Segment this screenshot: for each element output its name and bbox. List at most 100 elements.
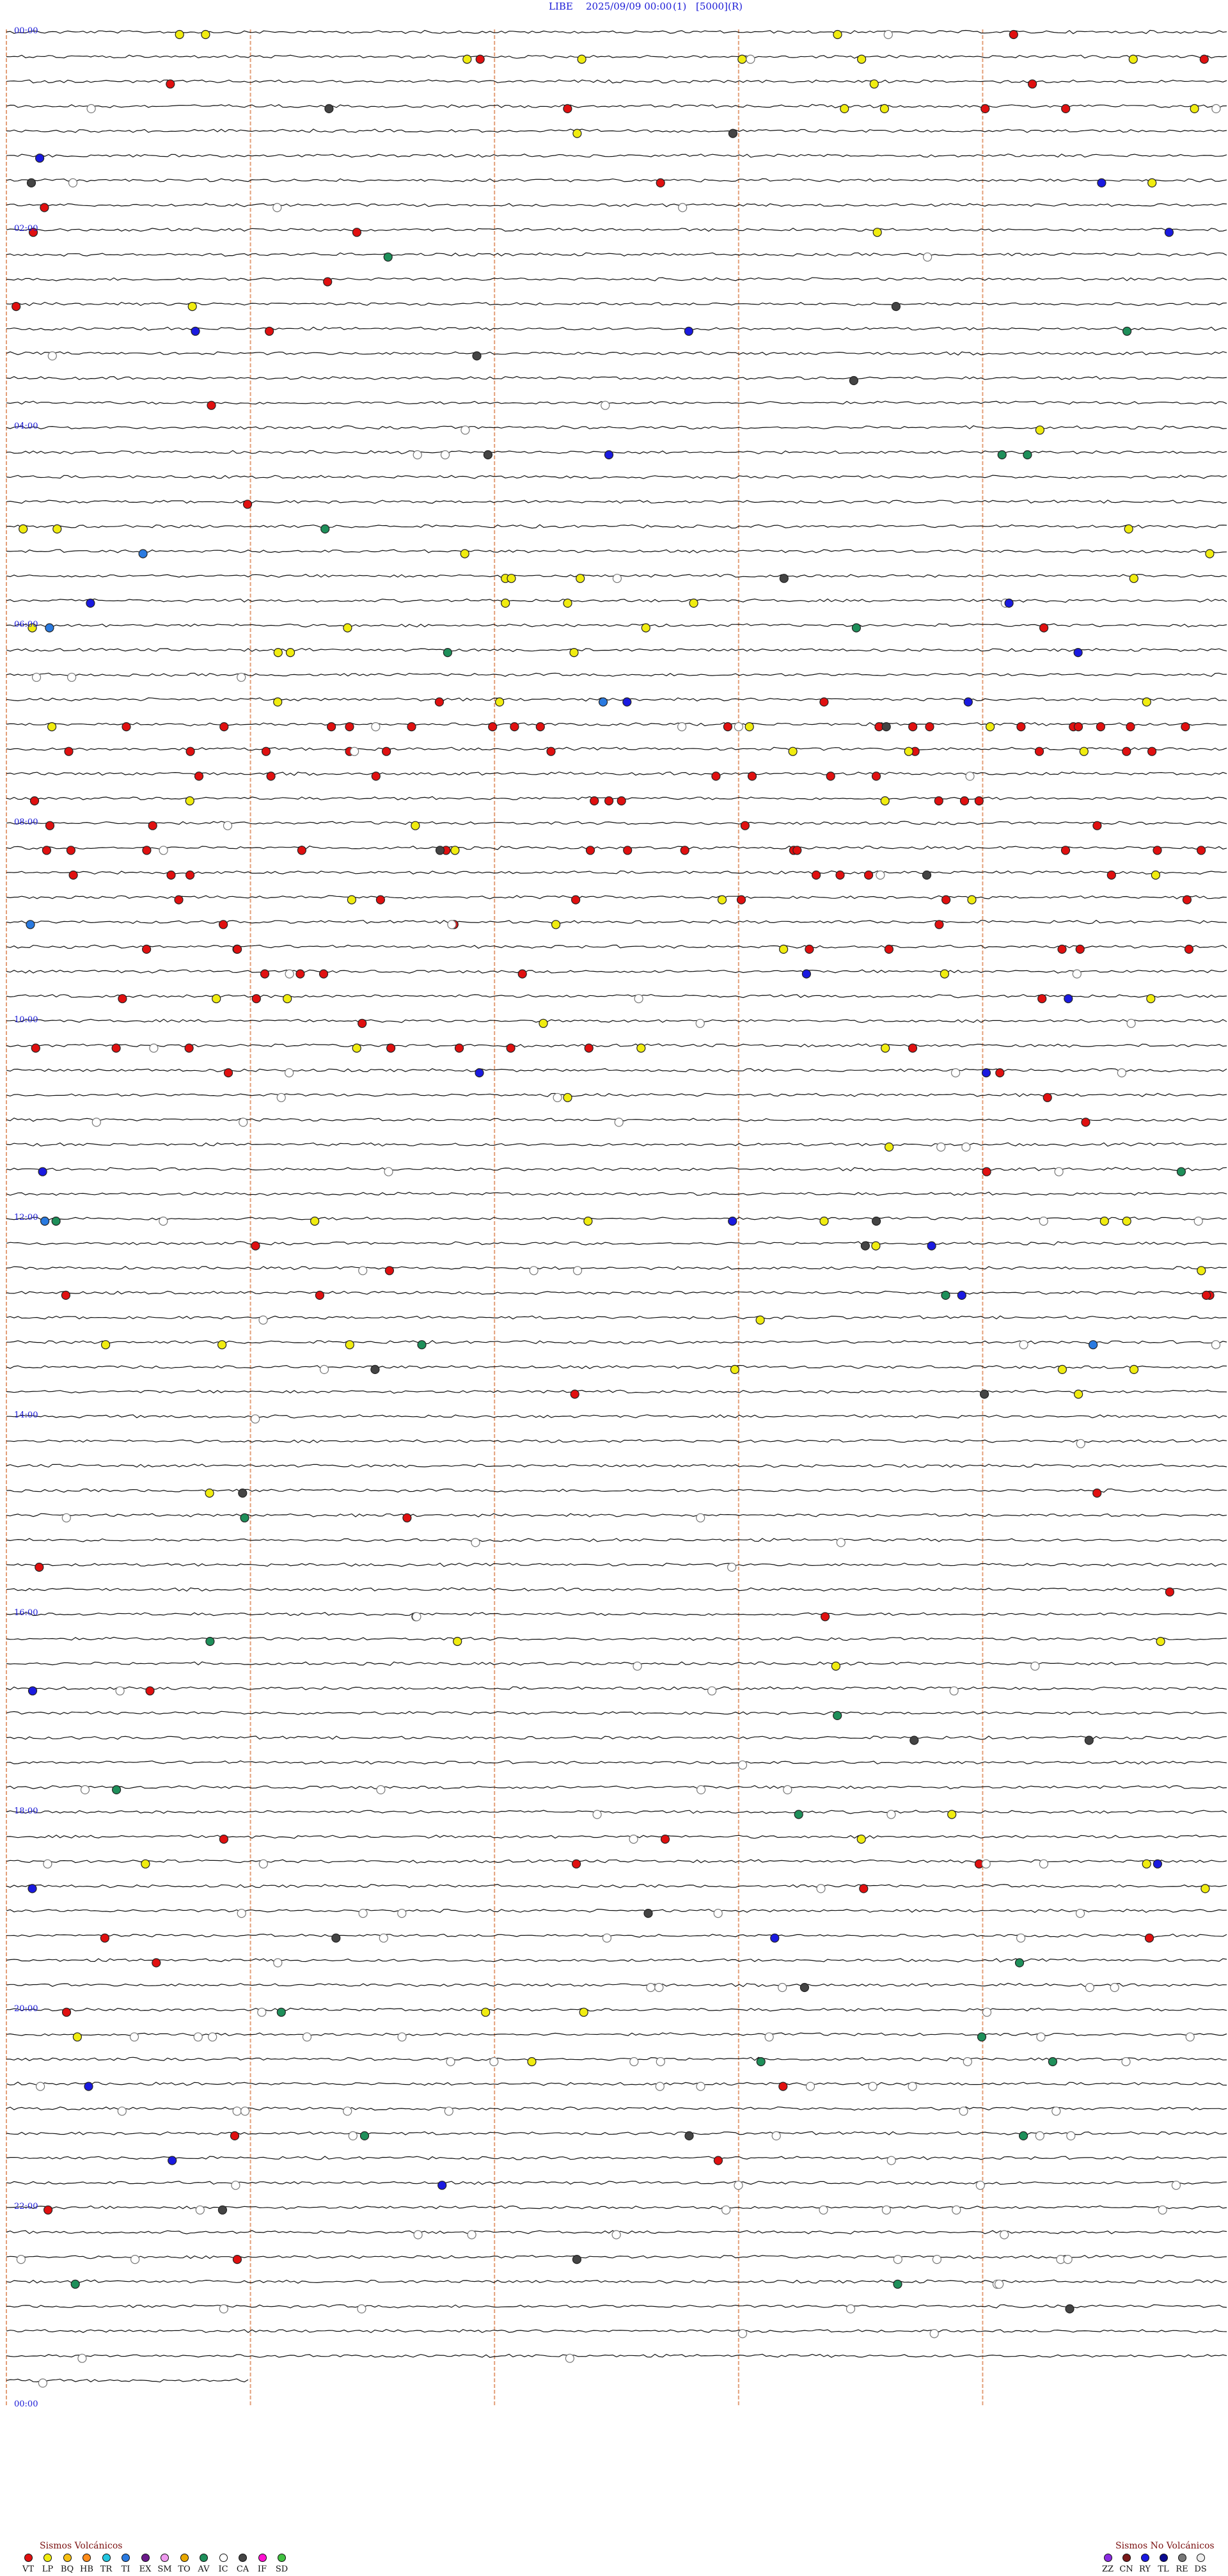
event-marker-ic [734, 722, 744, 732]
event-marker-ic [412, 1612, 421, 1622]
seismic-trace [6, 2254, 1227, 2259]
event-marker-ic [67, 672, 77, 682]
event-marker-ca [1084, 1735, 1094, 1745]
event-marker-vt [251, 994, 261, 1004]
legend-dot-ca [239, 2554, 247, 2562]
event-marker-lp [577, 54, 586, 64]
event-marker-lp [1190, 104, 1199, 113]
event-marker-lp [1129, 1364, 1139, 1374]
event-marker-lp [1200, 1884, 1210, 1893]
event-marker-vt [375, 895, 386, 905]
event-marker-vt [995, 1068, 1005, 1078]
event-marker-vt [1096, 722, 1106, 732]
event-marker-ry [168, 2156, 177, 2165]
seismic-trace [6, 2181, 1227, 2185]
event-marker-ca [472, 351, 482, 361]
legend-item-tr: TR [97, 2554, 116, 2574]
event-marker-vt [185, 747, 195, 756]
event-marker-av [417, 1340, 427, 1350]
event-marker-ic [529, 1266, 539, 1276]
event-marker-lp [1147, 178, 1157, 187]
event-marker-ic [285, 969, 294, 979]
event-marker-vt [100, 1933, 109, 1943]
event-marker-ic [592, 1810, 602, 1819]
event-marker-ti [138, 549, 148, 558]
event-marker-ic [883, 29, 893, 40]
event-marker-vt [1106, 870, 1116, 880]
event-marker-ic [38, 2378, 48, 2388]
hour-label: 06:00 [14, 619, 38, 629]
event-marker-lp [462, 54, 472, 64]
seismic-trace [6, 29, 1227, 35]
seismic-trace [6, 722, 1227, 727]
legend-label-av: AV [198, 2564, 210, 2574]
event-marker-vt [402, 1513, 412, 1522]
legend-item-tl: TL [1154, 2554, 1173, 2574]
seismic-trace [6, 1265, 1227, 1270]
event-marker-ic [612, 574, 622, 583]
legend-dot-ry [1140, 2554, 1149, 2562]
event-marker-ic [348, 2131, 358, 2140]
event-marker-vt [381, 747, 391, 756]
event-marker-ic [1019, 1340, 1028, 1350]
event-marker-lp [347, 895, 357, 905]
seismic-trace [6, 1290, 1227, 1295]
event-marker-vt [723, 722, 733, 732]
event-marker-av [1018, 2131, 1028, 2140]
seismic-trace [6, 425, 1227, 430]
legend-dot-lp [43, 2554, 52, 2562]
event-marker-lp [985, 722, 995, 732]
event-marker-lp [641, 623, 650, 633]
event-marker-vt [1092, 821, 1102, 830]
event-marker-vt [585, 846, 595, 855]
event-marker-ic [836, 1538, 846, 1547]
event-marker-ic [654, 1982, 664, 1993]
event-marker-lp [730, 1364, 740, 1374]
event-marker-lp [884, 1142, 894, 1152]
event-marker-av [833, 1711, 842, 1720]
event-marker-lp [689, 598, 698, 608]
event-marker-ry [684, 326, 694, 336]
legend-dot-sm [161, 2554, 169, 2562]
seismic-trace [6, 1315, 1227, 1320]
event-marker-lp [1057, 1364, 1067, 1374]
event-marker-vt [1147, 747, 1157, 756]
event-marker-ca [871, 1216, 881, 1226]
event-marker-vt [152, 1958, 161, 1968]
event-marker-lp [755, 1315, 765, 1325]
event-marker-ic [149, 1043, 159, 1053]
seismic-trace [6, 2205, 1227, 2210]
event-marker-ic [646, 1982, 656, 1993]
event-marker-ca [435, 846, 445, 855]
event-marker-vt [166, 79, 175, 89]
event-marker-ic [343, 2106, 352, 2116]
event-marker-vt [819, 697, 829, 707]
event-marker-lp [880, 796, 890, 806]
event-marker-ic [379, 1933, 388, 1943]
event-marker-ic [413, 450, 422, 460]
event-marker-av [112, 1785, 122, 1794]
event-marker-ic [117, 2106, 127, 2116]
event-marker-lp [411, 821, 420, 830]
legend-non-volcanic-title: Sismos No Volcánicos [1115, 2541, 1215, 2551]
legend-item-ca: CA [233, 2554, 253, 2574]
hour-label: 04:00 [14, 422, 38, 432]
seismic-trace [6, 375, 1227, 381]
event-marker-lp [869, 79, 879, 89]
seismic-trace [6, 1810, 1227, 1814]
event-marker-ca [909, 1735, 919, 1745]
hour-label: 10:00 [14, 1015, 38, 1025]
event-marker-ry [963, 697, 973, 707]
event-marker-ry [84, 2082, 93, 2091]
event-marker-ry [475, 1068, 484, 1078]
event-marker-ic [963, 2057, 972, 2067]
seismic-trace [6, 1439, 1227, 1444]
event-marker-ic [695, 1018, 705, 1028]
event-marker-av [1122, 326, 1132, 336]
hour-label: 22:00 [14, 2201, 38, 2211]
hour-label: 08:00 [14, 817, 38, 827]
hour-label: 18:00 [14, 1806, 38, 1816]
event-marker-ic [1075, 1909, 1085, 1918]
event-marker-av [276, 2007, 286, 2017]
event-marker-ic [440, 450, 450, 460]
